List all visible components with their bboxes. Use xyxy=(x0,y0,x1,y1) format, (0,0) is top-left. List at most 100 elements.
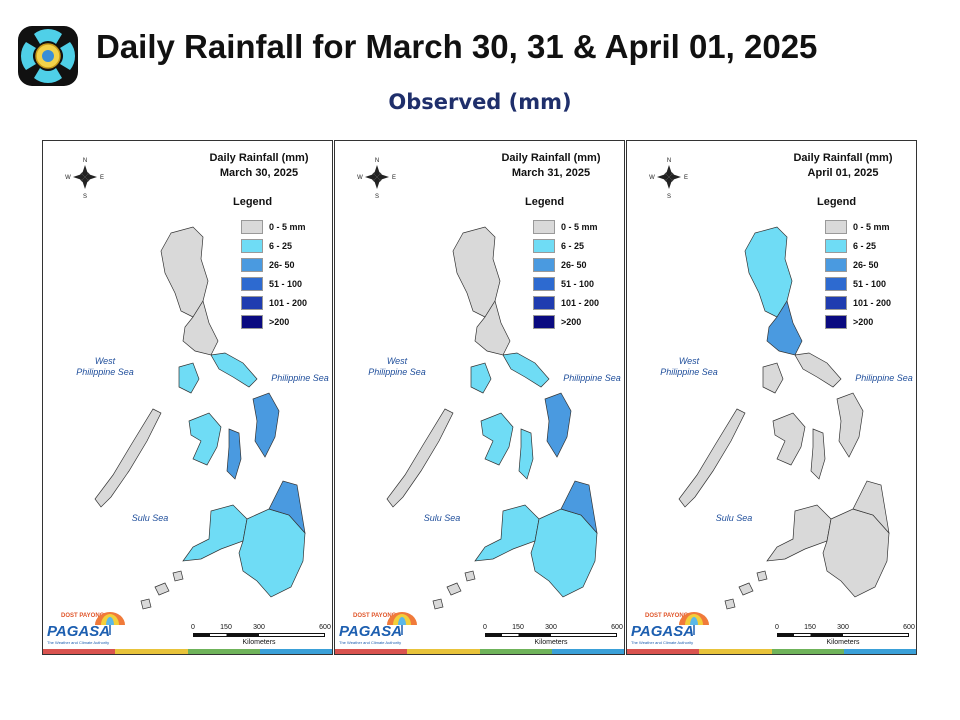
scale-tick-label: 600 xyxy=(611,624,623,631)
scale-bar: 0 150 300 600 Kilometers xyxy=(481,624,623,648)
bicol-region xyxy=(502,352,550,388)
map-title-line1: Daily Rainfall (mm) xyxy=(209,152,309,164)
svg-text:N: N xyxy=(83,158,87,164)
map-date: April 01, 2025 xyxy=(807,167,879,179)
scale-tick-label: 150 xyxy=(804,624,816,631)
legend-item: >200 xyxy=(825,312,891,331)
scale-tick-label: 0 xyxy=(775,624,779,631)
compass-rose: N S W E xyxy=(649,158,688,200)
legend-label: 51 - 100 xyxy=(269,278,303,289)
svg-text:W: W xyxy=(65,175,71,181)
legend: 0 - 5 mm 6 - 25 26- 50 51 - 100 101 - 20… xyxy=(241,217,307,331)
legend-swatch xyxy=(825,238,847,253)
compass-rose: N S W E xyxy=(65,158,104,200)
sea-label-west: West Philippine Sea xyxy=(368,356,426,377)
map-title: Daily Rainfall (mm) April 01, 2025 xyxy=(778,151,908,181)
scale-tick-label: 600 xyxy=(903,624,915,631)
mindanao-west-region xyxy=(766,504,832,562)
samar-leyte-region xyxy=(544,392,572,458)
sea-label-east: Philippine Sea xyxy=(563,373,621,383)
legend-item: 101 - 200 xyxy=(825,293,891,312)
color-stripe xyxy=(627,649,916,654)
rainfall-map: N S W E xyxy=(65,158,306,610)
sea-label-south: Sulu Sea xyxy=(423,513,461,523)
map-title-line1: Daily Rainfall (mm) xyxy=(793,152,893,164)
legend-item: 26- 50 xyxy=(241,255,307,274)
compass-rose: N S W E xyxy=(357,158,396,200)
legend-item: 6 - 25 xyxy=(533,236,599,255)
sea-label-south: Sulu Sea xyxy=(131,513,169,523)
samar-leyte-region xyxy=(836,392,864,458)
panay-negros-region xyxy=(480,412,514,466)
pagasa-seal-logo xyxy=(18,26,78,86)
legend-label: 0 - 5 mm xyxy=(853,221,890,232)
legend: 0 - 5 mm 6 - 25 26- 50 51 - 100 101 - 20… xyxy=(825,217,891,331)
panay-negros-region xyxy=(188,412,222,466)
sea-label-east: Philippine Sea xyxy=(271,373,329,383)
svg-text:E: E xyxy=(684,175,688,181)
pagasa-tagline: The Weather and Climate Authority xyxy=(339,640,402,645)
svg-text:W: W xyxy=(357,175,363,181)
scale-bar-graphic xyxy=(777,633,909,637)
scale-tick-label: 300 xyxy=(837,624,849,631)
legend-item: 6 - 25 xyxy=(825,236,891,255)
svg-text:S: S xyxy=(375,194,379,200)
umbrella-icon xyxy=(679,612,709,635)
legend-item: 26- 50 xyxy=(825,255,891,274)
scale-tick-label: 0 xyxy=(483,624,487,631)
legend-item: 6 - 25 xyxy=(241,236,307,255)
legend-label: 6 - 25 xyxy=(561,240,585,251)
scale-bar: 0 150 300 600 Kilometers xyxy=(773,624,915,648)
sea-label-west: West Philippine Sea xyxy=(660,356,718,377)
legend-item: 51 - 100 xyxy=(533,274,599,293)
legend-item: >200 xyxy=(533,312,599,331)
rainfall-map-panel: N S W E Daily Rainfall (mm) April 01, 20… xyxy=(626,140,917,655)
pagasa-wordmark: PAGASA xyxy=(631,623,695,640)
scale-unit: Kilometers xyxy=(242,639,276,646)
legend-swatch xyxy=(241,276,263,291)
legend-label: 51 - 100 xyxy=(561,278,595,289)
legend-item: 0 - 5 mm xyxy=(825,217,891,236)
umbrella-icon xyxy=(95,612,125,635)
legend-title: Legend xyxy=(233,196,273,208)
pagasa-small-text: DOST PAYONG xyxy=(61,613,105,619)
sulu-islands xyxy=(432,570,476,610)
svg-text:N: N xyxy=(375,158,379,164)
palawan-region xyxy=(386,408,454,508)
pagasa-logo: DOST PAYONG PAGASA The Weather and Clima… xyxy=(339,611,419,647)
rainfall-map-panel: N S W E Daily Rainfall (mm) March 30, 20… xyxy=(42,140,333,655)
legend-label: 26- 50 xyxy=(561,259,587,270)
page-title: Daily Rainfall for March 30, 31 & April … xyxy=(96,28,818,65)
legend-swatch xyxy=(533,276,555,291)
legend-item: 0 - 5 mm xyxy=(241,217,307,236)
scale-unit: Kilometers xyxy=(826,639,860,646)
pagasa-logo: DOST PAYONG PAGASA The Weather and Clima… xyxy=(47,611,127,647)
legend-swatch xyxy=(533,314,555,329)
scale-tick-label: 300 xyxy=(253,624,265,631)
legend-label: 51 - 100 xyxy=(853,278,887,289)
legend-label: 26- 50 xyxy=(853,259,879,270)
legend-swatch xyxy=(241,295,263,310)
cebu-bohol-region xyxy=(226,428,242,480)
sea-label-south: Sulu Sea xyxy=(715,513,753,523)
mindanao-west-region xyxy=(474,504,540,562)
palawan-region xyxy=(678,408,746,508)
pagasa-wordmark: PAGASA xyxy=(47,623,111,640)
palawan-region xyxy=(94,408,162,508)
scale-bar-graphic xyxy=(485,633,617,637)
legend-title: Legend xyxy=(525,196,565,208)
map-title-line1: Daily Rainfall (mm) xyxy=(501,152,601,164)
legend-label: 0 - 5 mm xyxy=(561,221,598,232)
map-title: Daily Rainfall (mm) March 31, 2025 xyxy=(486,151,616,181)
svg-text:S: S xyxy=(83,194,87,200)
legend-item: 51 - 100 xyxy=(825,274,891,293)
cebu-bohol-region xyxy=(518,428,534,480)
mindoro-region xyxy=(470,362,492,394)
legend-label: 6 - 25 xyxy=(269,240,293,251)
legend-item: 51 - 100 xyxy=(241,274,307,293)
rainfall-map: N S W E xyxy=(357,158,598,610)
rainfall-map-panel: N S W E Daily Rainfall (mm) March 31, 20… xyxy=(334,140,625,655)
map-date: March 31, 2025 xyxy=(511,167,591,179)
luzon-north-region xyxy=(160,226,209,318)
legend-label: >200 xyxy=(561,316,582,327)
